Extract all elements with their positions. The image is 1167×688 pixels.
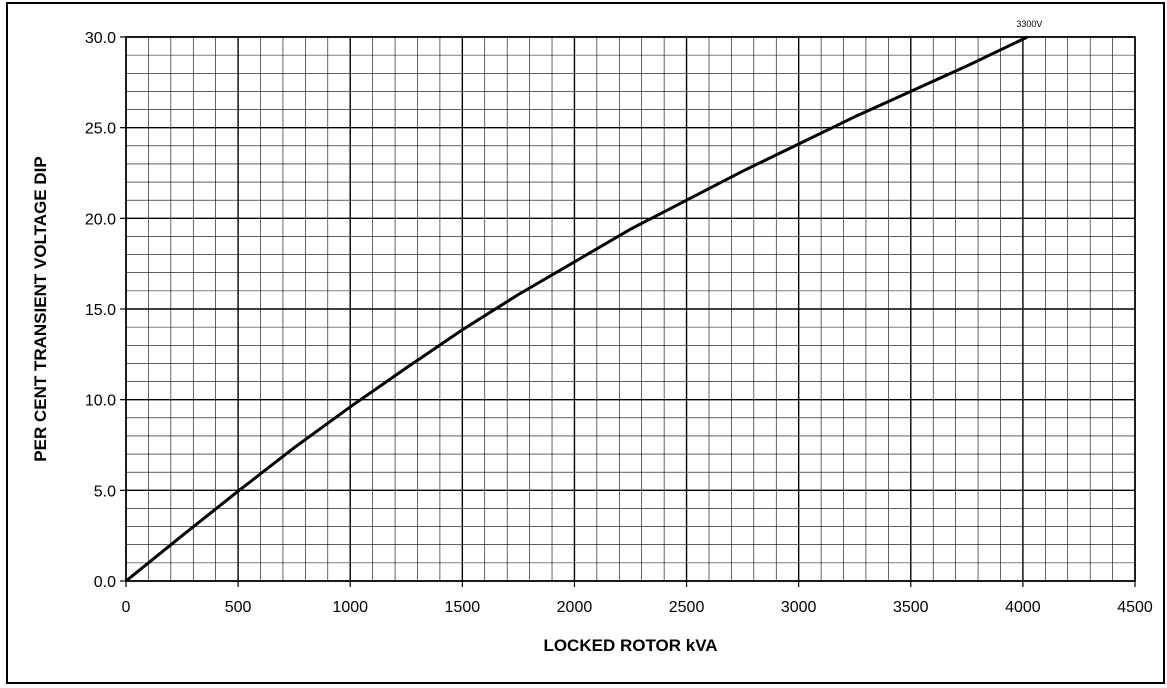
y-tick-label: 15.0: [85, 302, 116, 319]
series-annotation-3300v: 3300V: [1016, 19, 1042, 29]
x-tick-label: 0: [122, 599, 131, 616]
x-tick-label: 3500: [893, 599, 929, 616]
series-line-0: [125, 35, 1029, 583]
y-tick-label: 10.0: [85, 393, 116, 410]
x-tick-label: 1000: [332, 599, 368, 616]
series-layer: [125, 35, 1029, 583]
major-grid: [125, 36, 1136, 582]
x-tick-label: 1500: [445, 599, 481, 616]
x-tick-label: 4000: [1005, 599, 1041, 616]
x-tick-label: 500: [225, 599, 252, 616]
y-tick-label: 5.0: [94, 483, 116, 500]
y-axis-ticks: 0.0 5.0 10.0 15.0 20.0 25.0 30.0: [85, 30, 126, 591]
x-axis-label: LOCKED ROTOR kVA: [543, 636, 717, 655]
y-axis-label: PER CENT TRANSIENT VOLTAGE DIP: [31, 156, 50, 461]
y-tick-label: 20.0: [85, 211, 116, 228]
x-tick-label: 3000: [781, 599, 817, 616]
y-tick-label: 25.0: [85, 121, 116, 138]
y-tick-label: 0.0: [94, 574, 116, 591]
x-axis-ticks: 0 500 1000 1500 2000 2500 3000 3500 4000 4500: [122, 581, 1153, 616]
x-tick-label: 2000: [557, 599, 593, 616]
x-tick-label: 2500: [669, 599, 705, 616]
chart-frame: [6, 2, 1165, 684]
y-tick-label: 30.0: [85, 30, 116, 47]
x-tick-label: 4500: [1117, 599, 1153, 616]
